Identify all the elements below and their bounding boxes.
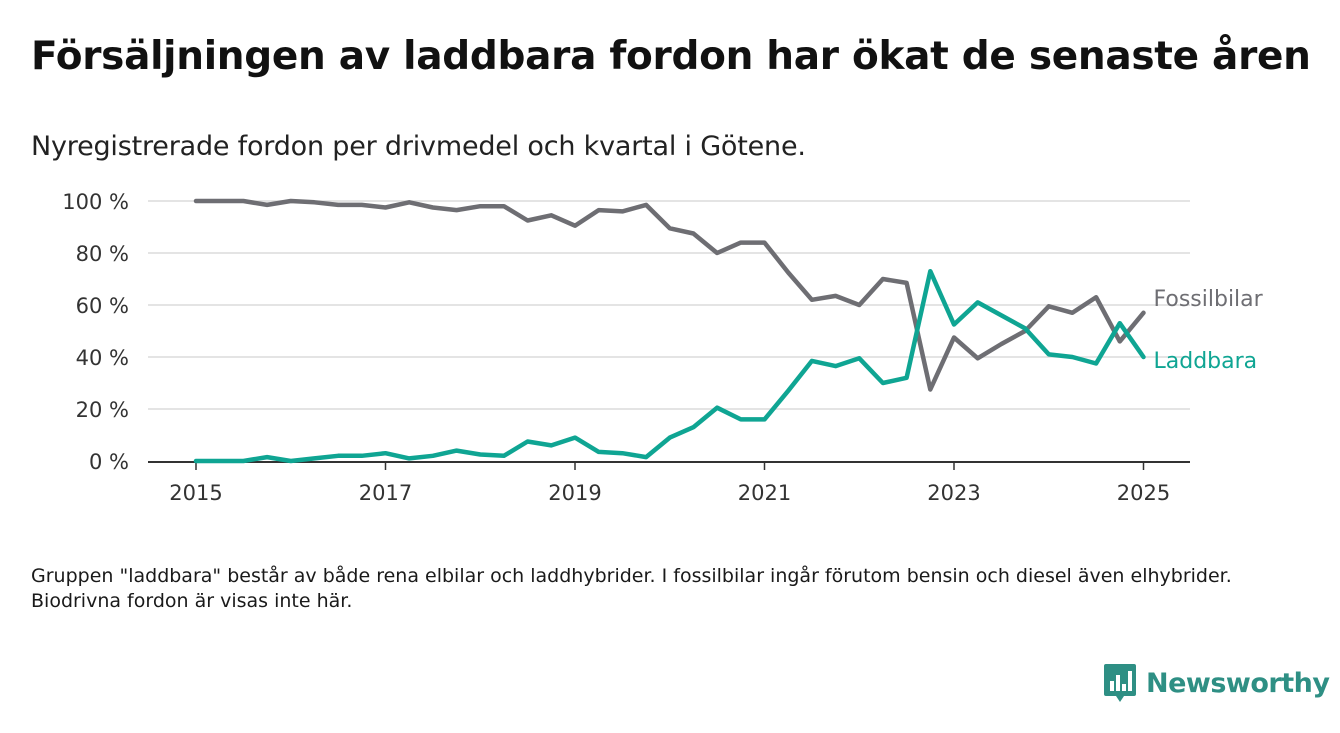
chart-subtitle: Nyregistrerade fordon per drivmedel och … (31, 131, 806, 162)
footnote: Gruppen "laddbara" består av både rena e… (31, 565, 1232, 612)
series-line-fossilbilar (193, 198, 1146, 392)
line-chart: 0 % 20 % 40 % 60 % 80 % 100 % 2015 2017 2019 202… (62, 190, 1264, 505)
x-tick-label: 2021 (738, 481, 791, 505)
series-lines (193, 198, 1146, 464)
x-tick-label: 2025 (1117, 481, 1170, 505)
x-tick-label: 2017 (359, 481, 412, 505)
y-tick-label: 20 % (76, 398, 129, 422)
series-labels: Fossilbilar Laddbara (1154, 287, 1264, 374)
x-axis: 2015 2017 2019 2021 2023 2025 (148, 461, 1190, 505)
newsworthy-logo-icon (1104, 664, 1136, 702)
x-tick-label: 2019 (548, 481, 601, 505)
series-label-fossilbilar: Fossilbilar (1154, 287, 1264, 312)
y-tick-label: 60 % (76, 294, 129, 318)
y-tick-label: 80 % (76, 242, 129, 266)
chart-title: Försäljningen av laddbara fordon har öka… (31, 34, 1311, 79)
x-tick-label: 2015 (169, 481, 222, 505)
y-tick-label: 0 % (89, 450, 129, 474)
y-tick-label: 100 % (62, 190, 129, 214)
y-axis-ticks: 0 % 20 % 40 % 60 % 80 % 100 % (62, 190, 129, 474)
series-line-laddbara (193, 268, 1146, 464)
grid-lines (148, 200, 1190, 410)
y-tick-label: 40 % (76, 346, 129, 370)
brand[interactable]: Newsworthy (1103, 661, 1330, 705)
brand-name: Newsworthy (1146, 667, 1330, 699)
series-label-laddbara: Laddbara (1154, 349, 1258, 374)
x-tick-label: 2023 (927, 481, 980, 505)
